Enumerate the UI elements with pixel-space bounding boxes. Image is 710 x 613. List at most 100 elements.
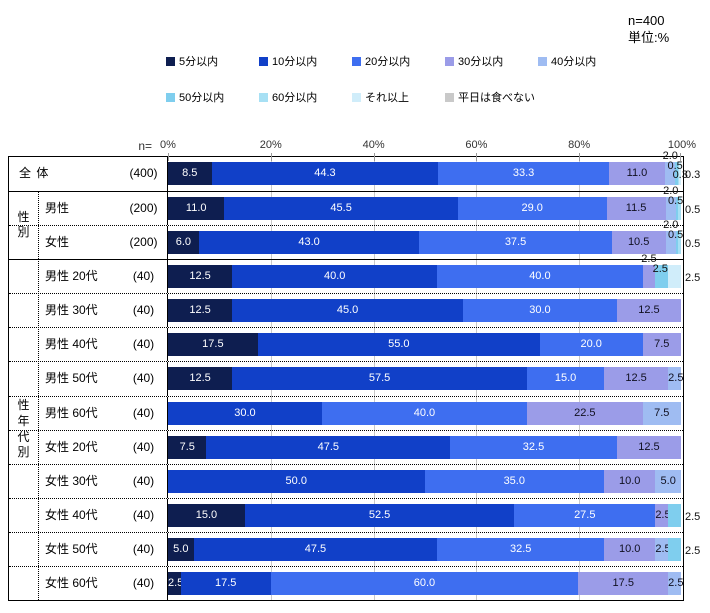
axis-tick xyxy=(168,153,169,161)
group-label: 性 年 代 別 xyxy=(9,259,39,601)
legend-swatch-icon xyxy=(352,92,361,102)
row-label: 男性 50代 xyxy=(45,371,98,386)
row-label: 全 体 xyxy=(19,166,50,180)
chart-row: 女性 30代 (40) 50.0 35.0 10.0 5.0 xyxy=(9,463,683,498)
legend-swatch-icon xyxy=(166,92,175,102)
row-n-value: (200) xyxy=(129,235,158,250)
bar-segment: 11.0 xyxy=(608,162,666,185)
chart-row: 女性 20代 (40) 7.5 47.5 32.5 12.5 xyxy=(9,429,683,464)
bar-segment: 44.3 xyxy=(211,162,439,185)
bar-segment: 32.5 xyxy=(450,435,617,459)
bar-segment: 50.0 xyxy=(168,469,425,493)
chart-row: 女性 50代 (40) 2.5 5.0 47.5 32.5 10.0 2.5 xyxy=(9,531,700,566)
bar-segment: 17.5 xyxy=(168,333,258,357)
bar-segment xyxy=(678,197,681,221)
bar-segment: 7.5 xyxy=(642,333,681,357)
axis-tick xyxy=(680,153,681,161)
row-plot-area: 50.0 35.0 10.0 5.0 xyxy=(167,464,681,498)
n-column-header: n= xyxy=(138,139,152,153)
legend-item: 60分以内 xyxy=(259,89,352,105)
x-axis-tick-label: 40% xyxy=(362,139,385,151)
legend-label: 60分以内 xyxy=(272,92,318,104)
bar-segment: 40.0 xyxy=(437,265,643,289)
bar-segment: 17.5 xyxy=(578,571,669,595)
stacked-bar: 7.5 47.5 32.5 12.5 xyxy=(168,435,681,459)
bar-segment: 32.5 xyxy=(437,537,605,561)
bar-segment: 12.5 xyxy=(604,367,669,391)
bar-segment: 55.0 xyxy=(257,333,540,357)
stacked-bar: 5.0 47.5 32.5 10.0 2.5 xyxy=(168,537,681,561)
row-plot-area: 2.5 15.0 52.5 27.5 2.5 xyxy=(167,498,700,532)
legend-item: 40分以内 xyxy=(538,53,631,69)
chart-frame: 全 体 (400) 2.0 0.5 0.3 0.3 8.5 44.3 33.3 11.0 男性 (20… xyxy=(8,150,700,601)
legend-label: 5分以内 xyxy=(179,56,219,68)
axis-tick xyxy=(373,153,375,161)
legend-swatch-icon xyxy=(445,56,454,66)
bar-segment xyxy=(675,231,679,255)
row-n-value: (40) xyxy=(132,575,155,590)
bar-segment: 15.0 xyxy=(527,367,605,391)
bar-segment: 47.5 xyxy=(206,435,451,459)
chart-row: 男性 60代 (40) 30.0 40.0 22.5 7.5 xyxy=(9,395,683,430)
legend-row-2: 50分以内 60分以内 それ以上 平日は食べない xyxy=(166,89,538,105)
bar-segment: 15.0 xyxy=(168,503,245,527)
bar-segment: 6.0 xyxy=(168,231,199,255)
x-axis-tick-label: 100% xyxy=(667,139,697,151)
stacked-bar: 12.5 40.0 40.0 xyxy=(168,265,681,289)
bar-segment: 20.0 xyxy=(539,333,643,357)
chart-row: 男性 (200) 2.0 0.5 0.5 11.0 45.5 29.0 11.5 xyxy=(9,185,700,226)
bar-segment: 10.0 xyxy=(604,537,656,561)
x-axis-tick-label: 0% xyxy=(160,139,176,151)
bar-segment-label: 0.5 xyxy=(685,204,701,217)
chart-row: 男性 50代 (40) 12.5 57.5 15.0 12.5 2.5 xyxy=(9,361,683,396)
legend-row-1: 5分以内 10分以内 20分以内 30分以内 40分以内 xyxy=(166,53,631,69)
chart-row: 男性 20代 (40) 2.5 2.5 2.5 12.5 40.0 40.0 xyxy=(9,253,700,294)
legend-item: 10分以内 xyxy=(259,53,352,69)
legend-item: 50分以内 xyxy=(166,89,259,105)
x-axis-tick-label: 60% xyxy=(465,139,488,151)
stacked-bar: 12.5 57.5 15.0 12.5 2.5 xyxy=(168,367,683,391)
row-label: 女性 20代 xyxy=(45,439,98,454)
bar-segment: 29.0 xyxy=(457,197,607,221)
bar-segment: 2.5 xyxy=(668,571,683,595)
bar-segment xyxy=(655,265,669,289)
bar-segment: 11.0 xyxy=(168,197,225,221)
bar-segment: 40.0 xyxy=(232,265,438,289)
row-plot-area: 17.5 55.0 20.0 7.5 xyxy=(167,328,681,362)
bar-segment: 40.0 xyxy=(321,401,528,425)
legend-item: 20分以内 xyxy=(352,53,445,69)
stacked-bar: 17.5 55.0 20.0 7.5 xyxy=(168,333,681,357)
legend-label: 50分以内 xyxy=(179,92,225,104)
legend-label: 20分以内 xyxy=(365,56,411,68)
legend-label: それ以上 xyxy=(365,92,409,104)
row-plot-area: 7.5 47.5 32.5 12.5 xyxy=(167,430,681,464)
row-plot-area: 30.0 40.0 22.5 7.5 xyxy=(167,396,681,430)
row-label: 女性 30代 xyxy=(45,473,98,488)
chart-row: 男性 30代 (40) 12.5 45.0 30.0 12.5 xyxy=(9,293,683,328)
row-label: 男性 xyxy=(45,201,70,216)
row-plot-area: 12.5 57.5 15.0 12.5 2.5 xyxy=(167,362,683,396)
stacked-bar: 11.0 45.5 29.0 11.5 xyxy=(168,197,681,221)
x-axis: 0% 20% 40% 60% 80% 100% xyxy=(0,139,710,153)
bar-segment: 5.0 xyxy=(168,537,194,561)
bar-segment-label: 0.3 xyxy=(685,169,701,181)
bar-segment: 17.5 xyxy=(180,571,271,595)
bar-segment-label: 2.0 xyxy=(663,219,679,232)
row-label: 女性 xyxy=(45,235,70,250)
bar-segment: 12.5 xyxy=(616,299,681,323)
bar-segment: 2.5 xyxy=(168,571,183,595)
row-n-value: (40) xyxy=(132,337,155,352)
stacked-bar: 30.0 40.0 22.5 7.5 xyxy=(168,401,681,425)
row-plot-area: 2.5 17.5 60.0 17.5 2.5 xyxy=(167,566,683,601)
row-n-value: (40) xyxy=(132,371,155,386)
bar-segment-label: 2.5 xyxy=(641,253,657,266)
chart-row: 全 体 (400) 2.0 0.5 0.3 0.3 8.5 44.3 33.3 11.0 xyxy=(9,150,700,192)
bar-segment-label: 0.5 xyxy=(667,229,684,242)
row-n-value: (40) xyxy=(132,303,155,318)
bar-segment: 2.5 xyxy=(668,367,683,391)
legend-swatch-icon xyxy=(445,92,454,102)
row-plot-area: 2.0 0.5 0.5 6.0 43.0 37.5 10.5 xyxy=(167,219,700,260)
row-n-value: (40) xyxy=(132,269,155,284)
stacked-bar: 8.5 44.3 33.3 11.0 xyxy=(168,162,681,185)
bar-segment: 7.5 xyxy=(168,435,207,459)
